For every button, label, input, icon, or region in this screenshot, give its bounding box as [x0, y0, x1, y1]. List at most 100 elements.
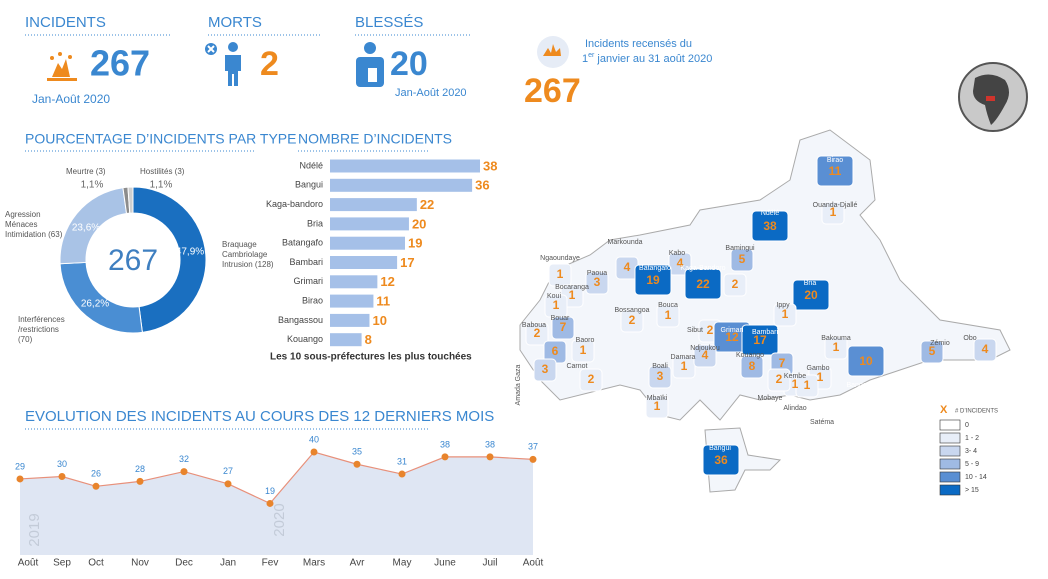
region-value: 4	[624, 260, 631, 274]
legend-swatch	[939, 471, 961, 483]
region	[634, 264, 672, 296]
data-label: 8	[365, 332, 372, 347]
bar	[330, 198, 417, 212]
region	[973, 338, 997, 362]
region-value: 1	[569, 288, 576, 302]
date-start: 1	[582, 53, 588, 65]
region-value: 36	[714, 453, 728, 467]
region-value: 1	[557, 267, 564, 281]
region-name: Bangui	[709, 445, 731, 452]
region	[702, 444, 740, 476]
marker	[529, 455, 537, 463]
marker	[398, 470, 406, 478]
data-label: 38	[440, 439, 450, 449]
region-name: Mobaye	[758, 395, 783, 402]
region	[585, 271, 609, 295]
region-name: Zémio	[930, 340, 950, 347]
data-label: 20	[412, 216, 426, 231]
region-value: 2	[776, 372, 783, 386]
region	[656, 304, 680, 328]
map-outline	[704, 427, 782, 493]
injured-icon	[356, 42, 384, 87]
region-name: Birao	[827, 157, 843, 164]
kpi-value: 2	[260, 45, 279, 83]
region-name: Sibut	[687, 327, 703, 334]
headline-icon	[543, 44, 561, 56]
region-value: 1	[830, 205, 837, 219]
region	[648, 365, 672, 389]
region-name: Kaga-Bandoro	[680, 265, 725, 272]
pie-center: 267	[108, 244, 158, 277]
kpi-value: 267	[90, 43, 150, 84]
region-name: Bria	[804, 280, 817, 287]
kpi-title: INCIDENTS	[25, 14, 106, 31]
data-label: 38	[483, 158, 497, 173]
region-name: Ippy	[776, 302, 790, 309]
bar	[330, 178, 473, 192]
legend-label: 0	[965, 422, 969, 429]
x-tick-label: Juil	[482, 558, 497, 569]
marker	[224, 480, 232, 488]
region-value: 22	[696, 277, 710, 291]
category-label: Agression Ménaces Intimidation (63)	[5, 210, 63, 239]
x-tick-label: Avr	[350, 558, 365, 569]
region-name: Bouar	[551, 315, 570, 322]
pie-slice	[127, 186, 134, 214]
region-name: Baoro	[576, 337, 595, 344]
region	[620, 309, 644, 333]
region-value: 1	[580, 343, 587, 357]
region-name: Bambari	[752, 329, 779, 336]
region-value: 2	[732, 277, 739, 291]
region-name: Kabo	[669, 250, 685, 257]
x-tick-label: Dec	[175, 558, 193, 569]
y-tick-label: Batangafo	[282, 238, 323, 248]
region-value: 3	[542, 362, 549, 376]
region-value: 7	[560, 320, 567, 334]
region-value: 4	[702, 348, 709, 362]
region	[672, 355, 696, 379]
category-label: Interférences /restrictions (70)	[18, 315, 65, 344]
region	[684, 268, 722, 300]
region-value: 1	[665, 308, 672, 322]
data-label: 17	[400, 255, 414, 270]
region-value: 8	[749, 359, 756, 373]
slice-label: 26,2%	[81, 299, 109, 310]
region-value: 2	[707, 323, 714, 337]
region-value: 1	[792, 377, 799, 391]
data-label: 11	[376, 294, 390, 309]
legend-swatch	[939, 458, 961, 470]
region	[816, 155, 854, 187]
region-value: 19	[646, 273, 660, 287]
area	[20, 452, 533, 555]
region-name: Kouango	[736, 352, 764, 359]
region-name: Obo	[963, 335, 976, 342]
region	[525, 322, 549, 346]
region-value: 5	[929, 344, 936, 358]
region-value: 20	[804, 288, 818, 302]
kpi-value: 20	[390, 45, 428, 83]
x-tick-label: Sep	[53, 558, 71, 569]
globe-marker	[986, 96, 995, 101]
y-tick-label: Bangui	[295, 180, 323, 190]
data-label: 36	[475, 178, 489, 193]
y-tick-label: Grimari	[294, 276, 324, 286]
bar	[330, 256, 398, 269]
region-value: 3	[657, 369, 664, 383]
legend-label: 1 - 2	[965, 435, 979, 442]
region-value: 1	[833, 340, 840, 354]
data-label: 12	[380, 274, 394, 289]
region-name: Gambo	[807, 365, 830, 372]
region	[824, 336, 848, 360]
y-tick-label: Bambari	[289, 257, 323, 267]
kpi-period: Jan-Août 2020	[32, 92, 110, 106]
region-name: Ndélé	[761, 210, 779, 217]
region	[533, 358, 557, 382]
marker	[58, 473, 66, 480]
marker	[136, 477, 144, 485]
region-value: 1	[817, 370, 824, 384]
slice-label: 1,1%	[81, 180, 104, 191]
data-label: 29	[15, 461, 25, 471]
region-name: Kembe	[784, 373, 806, 380]
marker	[441, 453, 449, 461]
